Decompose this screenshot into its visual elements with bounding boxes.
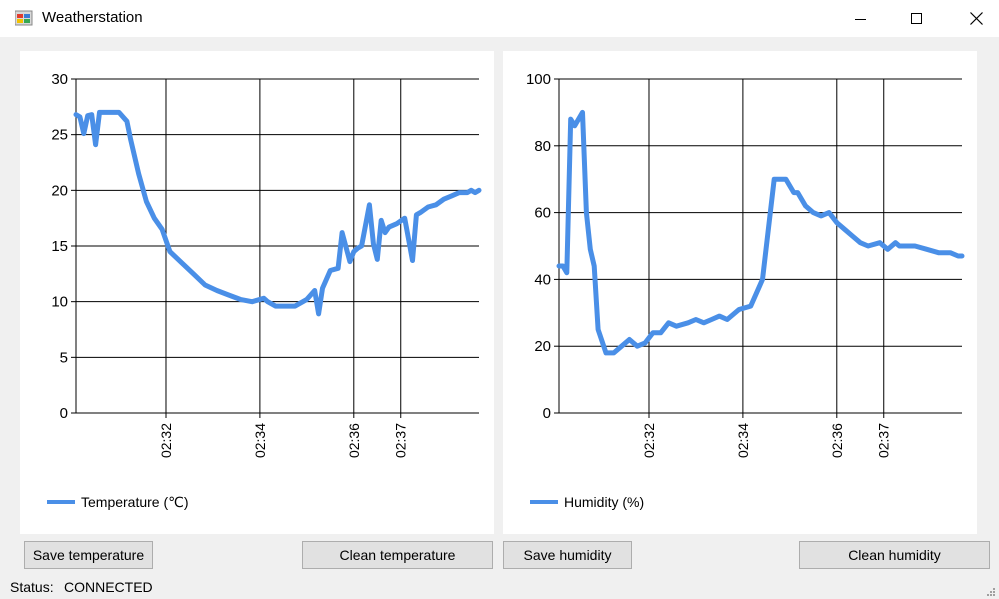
minimize-icon bbox=[855, 18, 866, 20]
maximize-icon bbox=[911, 12, 922, 24]
y-tick-label: 20 bbox=[51, 182, 68, 199]
x-tick-label: 02:37 bbox=[393, 423, 409, 458]
humidity-chart: 0 20 40 60 80 100 02:32 02:34 02:36 02:37 Humidity… bbox=[503, 51, 977, 534]
maximize-button[interactable] bbox=[894, 0, 940, 37]
series-line bbox=[556, 109, 965, 356]
minimize-button[interactable] bbox=[838, 0, 884, 37]
x-tick-label: 02:34 bbox=[252, 423, 268, 458]
clean-humidity-button[interactable]: Clean humidity bbox=[799, 541, 990, 569]
y-tick-label: 0 bbox=[60, 405, 68, 422]
y-tick-label: 25 bbox=[51, 127, 68, 144]
save-temperature-button[interactable]: Save temperature bbox=[24, 541, 153, 569]
x-tick-label: 02:36 bbox=[829, 423, 845, 458]
x-tick-label: 02:32 bbox=[641, 423, 657, 458]
window-title: Weatherstation bbox=[42, 9, 143, 26]
y-tick-label: 40 bbox=[534, 271, 551, 288]
save-humidity-button[interactable]: Save humidity bbox=[503, 541, 632, 569]
close-icon bbox=[969, 12, 983, 25]
x-tick-label: 02:36 bbox=[346, 423, 362, 458]
x-tick-label: 02:32 bbox=[158, 423, 174, 458]
status-value: CONNECTED bbox=[64, 579, 153, 595]
y-tick-label: 60 bbox=[534, 205, 551, 222]
title-bar: Weatherstation bbox=[0, 0, 999, 37]
resize-grip-icon[interactable] bbox=[986, 587, 996, 597]
series-line bbox=[73, 109, 482, 317]
legend-label: Temperature (℃) bbox=[81, 494, 189, 510]
status-bar: Status: CONNECTED bbox=[0, 575, 999, 599]
x-tick-label: 02:37 bbox=[876, 423, 892, 458]
y-tick-label: 20 bbox=[534, 338, 551, 355]
close-button[interactable] bbox=[953, 0, 999, 37]
legend-label: Humidity (%) bbox=[564, 494, 644, 510]
y-tick-label: 100 bbox=[526, 71, 551, 88]
temperature-chart-svg: 0 5 10 15 20 25 30 02:32 02:34 02:36 02:37 Temperat… bbox=[47, 71, 482, 510]
y-tick-label: 15 bbox=[51, 238, 68, 255]
app-icon bbox=[15, 10, 33, 26]
x-tick-label: 02:34 bbox=[735, 423, 751, 458]
y-tick-label: 10 bbox=[51, 294, 68, 311]
y-tick-label: 0 bbox=[543, 405, 551, 422]
status-label: Status: bbox=[10, 579, 54, 595]
y-tick-label: 5 bbox=[60, 349, 68, 366]
clean-temperature-button[interactable]: Clean temperature bbox=[302, 541, 493, 569]
temperature-chart: 0 5 10 15 20 25 30 02:32 02:34 02:36 02:37 Temperat… bbox=[20, 51, 494, 534]
y-tick-label: 30 bbox=[51, 71, 68, 88]
y-tick-label: 80 bbox=[534, 138, 551, 155]
humidity-chart-svg: 0 20 40 60 80 100 02:32 02:34 02:36 02:37 Humidity… bbox=[526, 71, 965, 510]
